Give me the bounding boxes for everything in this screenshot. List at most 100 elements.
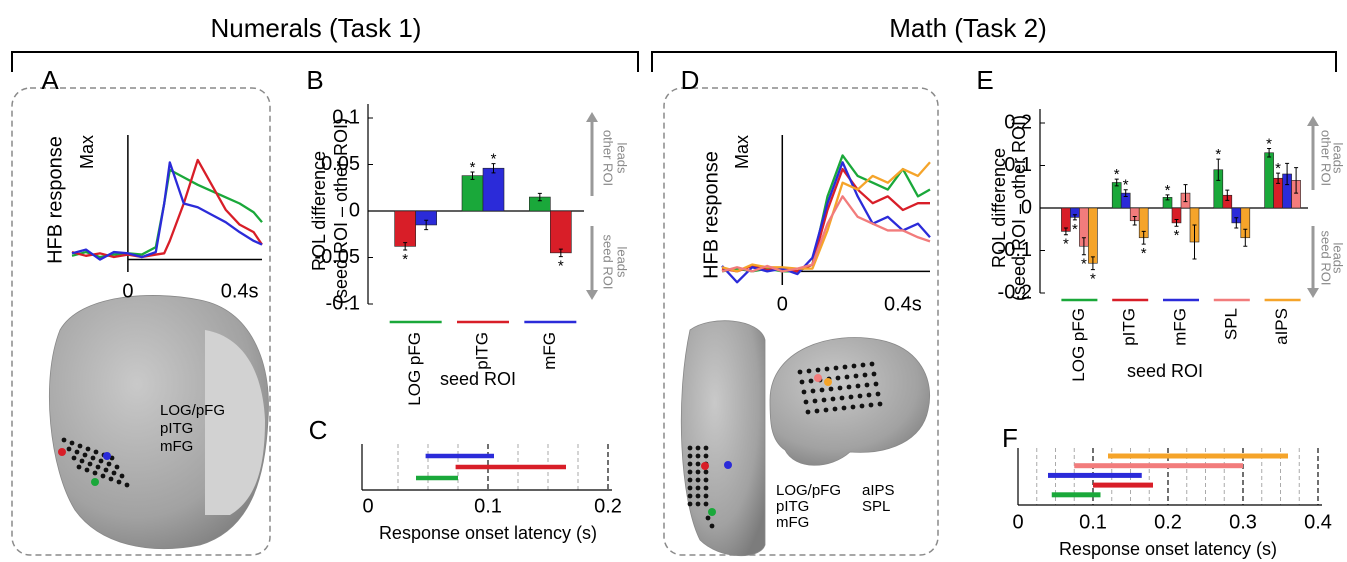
electrode [695,501,701,507]
x-tick-label: SPL [1221,308,1240,340]
electrode [124,482,130,488]
electrode [864,382,870,388]
y-tick-label: 0.1 [332,106,360,128]
y-tick-label: 0 [349,199,360,221]
annotation-arrowhead [586,112,598,122]
significance-star: * [1072,221,1078,238]
error-bar [403,242,408,251]
electrode [98,458,104,464]
electrode [819,387,825,393]
electrode [69,440,75,446]
series-line [721,167,930,273]
error-bar [1267,148,1272,158]
x-tick-label: mFG [540,332,559,370]
x-tick-label: 0 [1012,511,1023,533]
y-tick-label: -0.05 [314,246,360,268]
annotation: leads [1331,242,1346,274]
electrode [709,523,715,529]
series-line [721,195,931,273]
y-tick-label: 0.2 [1004,111,1032,133]
panel-box [663,87,939,556]
y-tick-label: -0.1 [998,239,1032,261]
legend-label: mFG [776,514,809,531]
electrode [828,386,834,392]
electrode [111,470,117,476]
annotation: leads [1331,142,1346,174]
electrode [705,515,711,521]
electrode [875,391,881,397]
significance-star: * [1123,177,1129,194]
panel-box [11,87,271,556]
electrode [841,405,847,411]
x-tick-label: 0.1 [474,495,502,517]
y-axis-label: (seed ROI – other ROI) [1009,115,1029,301]
bar [1088,207,1098,264]
electrode [835,375,841,381]
significance-star: * [1275,160,1281,177]
x-tick-label: pITG [1120,308,1139,346]
error-bar [1216,158,1221,181]
electrode [695,485,701,491]
x-axis-label: Response onset latency (s) [1059,539,1277,559]
annotation-arrowhead [1307,116,1319,126]
latency-bar [1108,453,1288,459]
error-bar [1294,167,1299,194]
annotation: leads [615,142,630,174]
legend-label: mFG [160,438,193,455]
error-bar [470,171,475,180]
x-tick-label: 0 [777,293,788,315]
legend-label: LOG/pFG [776,482,841,499]
electrode [695,493,701,499]
electrode [108,476,114,482]
series-line [71,161,263,261]
y-tick-label: 0 [1021,196,1032,218]
significance-star: * [1141,245,1147,262]
x-tick-label: LOG pFG [405,332,424,406]
electrode [71,455,77,461]
x-tick-label: 0 [122,280,133,302]
electrode [824,378,832,386]
y-axis-label: HFB response [44,136,66,264]
electrode [851,363,857,369]
electrode [842,364,848,370]
error-bar [1243,228,1248,247]
error-bar [558,248,563,258]
electrode [103,452,111,460]
legend-label: LOG/pFG [160,402,225,419]
electrode [808,378,814,384]
electrode [805,409,811,415]
y-tick-label: -0.2 [998,281,1032,303]
electrode [687,453,693,459]
electrode [58,448,66,456]
error-bar [1192,224,1197,260]
y-tick-label: 0.1 [1004,154,1032,176]
section-header: Math (Task 2) [889,13,1047,43]
bar [461,175,484,212]
electrode [797,369,803,375]
y-tick-label: Max [77,135,97,169]
electrode [687,445,693,451]
annotation: seed ROI [1319,231,1334,286]
x-axis-label: Response onset latency (s) [379,523,597,543]
error-bar [1132,216,1137,226]
legend-label: aIPS [862,482,895,499]
electrode [119,473,125,479]
electrode [701,462,709,470]
electrode [90,455,96,461]
x-tick-label: pITG [472,332,491,370]
significance-star: * [1266,135,1272,152]
significance-star: * [558,258,564,275]
brain [680,320,766,557]
error-bar [1081,237,1086,256]
y-tick-label: -0.1 [326,292,360,314]
electrode [695,445,701,451]
error-bar [1285,162,1290,186]
latency-bar [425,453,494,459]
annotation: leads [615,246,630,278]
bar [482,167,505,212]
electrode [76,464,82,470]
electrode [95,464,101,470]
electrode [806,368,812,374]
error-bar [537,192,542,202]
error-bar [1114,178,1119,187]
